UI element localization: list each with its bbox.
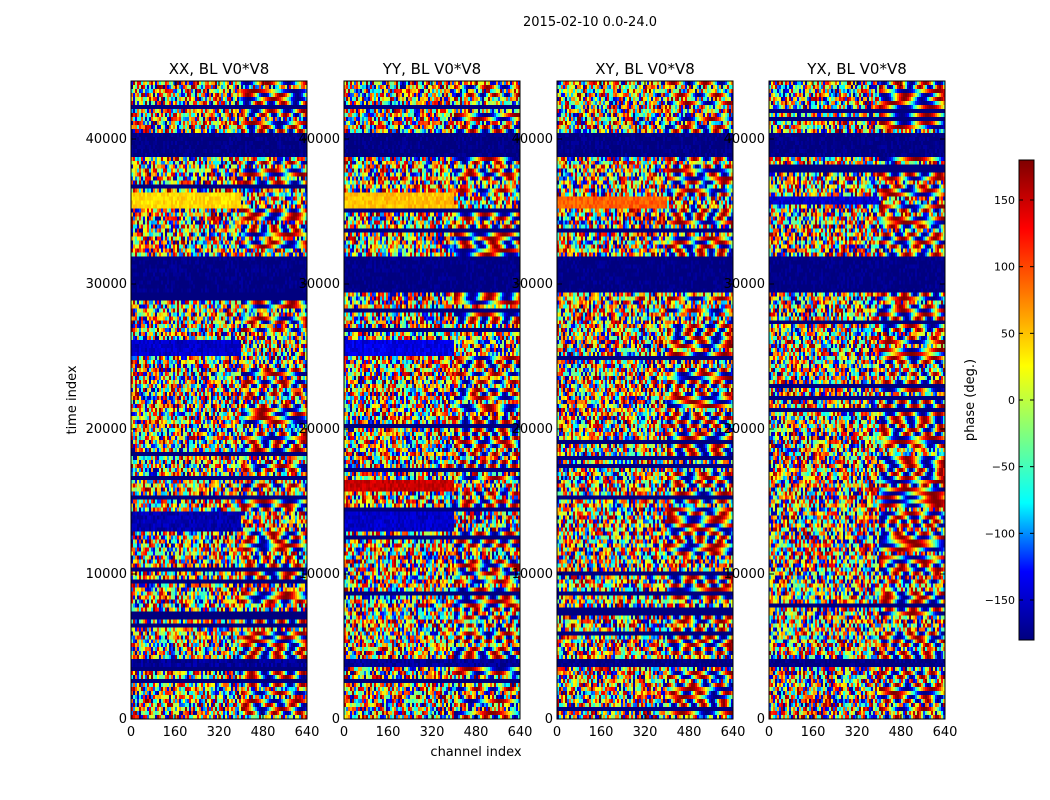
colorbar-tick-label: 100 bbox=[994, 261, 1015, 274]
x-tick-label: 160 bbox=[163, 725, 188, 740]
x-tick-label: 640 bbox=[721, 725, 746, 740]
panel-title-2: XY, BL V0*V8 bbox=[595, 60, 695, 78]
x-tick-label: 0 bbox=[553, 725, 561, 740]
x-tick-label: 0 bbox=[340, 725, 348, 740]
x-tick-label: 640 bbox=[508, 725, 533, 740]
x-tick-label: 160 bbox=[801, 725, 826, 740]
x-tick-label: 480 bbox=[251, 725, 276, 740]
x-tick-label: 320 bbox=[420, 725, 445, 740]
y-tick-label: 10000 bbox=[299, 567, 340, 582]
colorbar-ticks: 150 100 50 0 −50 −100 −150 bbox=[985, 194, 1034, 607]
y-tick-label: 10000 bbox=[512, 567, 553, 582]
panel-1: YY, BL V0*V8 0 160 320 480 640 0 10000 20000 3000… bbox=[299, 60, 533, 740]
x-tick-label: 320 bbox=[633, 725, 658, 740]
colorbar-tick-label: −50 bbox=[992, 461, 1015, 474]
y-tick-label: 30000 bbox=[86, 277, 127, 292]
x-tick-label: 480 bbox=[889, 725, 914, 740]
x-tick-label: 640 bbox=[295, 725, 320, 740]
y-tick-label: 10000 bbox=[86, 567, 127, 582]
y-tick-label: 10000 bbox=[724, 567, 765, 582]
heatmap-raster-1 bbox=[344, 81, 520, 719]
x-tick-label: 480 bbox=[677, 725, 702, 740]
panels-group: XX, BL V0*V8 0 160 320 480 640 0 10000 20000 3000… bbox=[86, 60, 958, 740]
x-tick-label: 160 bbox=[376, 725, 401, 740]
y-tick-label: 0 bbox=[332, 712, 340, 727]
colorbar-tick-label: 0 bbox=[1008, 394, 1015, 407]
x-tick-label: 320 bbox=[207, 725, 232, 740]
heatmap-raster-3 bbox=[769, 81, 945, 719]
y-tick-label: 20000 bbox=[512, 422, 553, 437]
figure-suptitle: 2015-02-10 0.0-24.0 bbox=[523, 15, 657, 30]
panel-2: XY, BL V0*V8 0 160 320 480 640 0 10000 20000 3000… bbox=[512, 60, 746, 740]
colorbar-tick-label: −150 bbox=[985, 594, 1015, 607]
x-tick-label: 0 bbox=[127, 725, 135, 740]
panel-3: YX, BL V0*V8 0 160 320 480 640 0 10000 20000 3000… bbox=[724, 60, 958, 740]
panel-title-3: YX, BL V0*V8 bbox=[806, 60, 907, 78]
y-tick-label: 30000 bbox=[512, 277, 553, 292]
colorbar-label: phase (deg.) bbox=[963, 359, 978, 441]
y-tick-label: 30000 bbox=[724, 277, 765, 292]
x-axis-label: channel index bbox=[430, 745, 521, 760]
y-tick-label: 40000 bbox=[299, 132, 340, 147]
x-tick-label: 640 bbox=[933, 725, 958, 740]
x-tick-label: 480 bbox=[464, 725, 489, 740]
y-tick-label: 0 bbox=[757, 712, 765, 727]
x-tick-label: 320 bbox=[845, 725, 870, 740]
colorbar-tick-label: −100 bbox=[985, 527, 1015, 540]
x-tick-label: 160 bbox=[589, 725, 614, 740]
y-tick-label: 0 bbox=[119, 712, 127, 727]
heatmap-raster-0 bbox=[131, 81, 307, 719]
y-tick-label: 40000 bbox=[86, 132, 127, 147]
y-axis-label: time index bbox=[65, 365, 80, 434]
y-tick-label: 40000 bbox=[724, 132, 765, 147]
y-tick-label: 20000 bbox=[724, 422, 765, 437]
x-tick-label: 0 bbox=[765, 725, 773, 740]
panel-title-1: YY, BL V0*V8 bbox=[382, 60, 481, 78]
heatmap-raster-2 bbox=[557, 81, 733, 719]
y-tick-label: 30000 bbox=[299, 277, 340, 292]
colorbar-tick-label: 150 bbox=[994, 194, 1015, 207]
panel-0: XX, BL V0*V8 0 160 320 480 640 0 10000 20000 3000… bbox=[86, 60, 320, 740]
y-tick-label: 40000 bbox=[512, 132, 553, 147]
y-tick-label: 20000 bbox=[299, 422, 340, 437]
y-tick-label: 0 bbox=[545, 712, 553, 727]
colorbar-tick-label: 50 bbox=[1001, 327, 1015, 340]
y-tick-label: 20000 bbox=[86, 422, 127, 437]
panel-title-0: XX, BL V0*V8 bbox=[169, 60, 270, 78]
colorbar: phase (deg.) 150 100 50 0 −50 −100 −150 bbox=[963, 159, 1035, 641]
